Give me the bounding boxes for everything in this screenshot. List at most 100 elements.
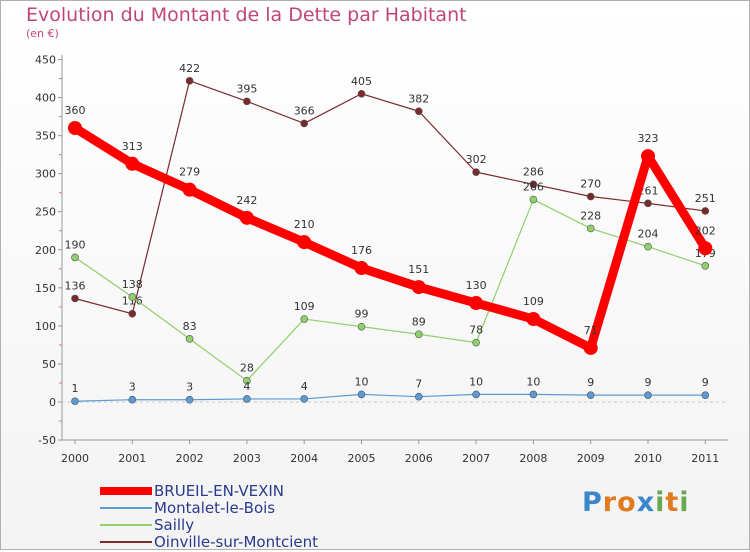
data-label: 109 <box>294 300 315 313</box>
data-point <box>185 395 194 404</box>
x-tick-label: 2009 <box>577 452 605 465</box>
chart-title: Evolution du Montant de la Dette par Hab… <box>26 4 467 26</box>
y-tick-label: 100 <box>35 320 56 333</box>
data-point <box>300 315 309 323</box>
data-point <box>357 89 366 98</box>
data-point <box>472 338 480 347</box>
data-label: 9 <box>645 376 652 389</box>
data-point <box>182 182 197 197</box>
data-label: 366 <box>294 104 315 117</box>
data-point <box>357 390 366 399</box>
data-label: 89 <box>412 315 426 328</box>
legend-swatch-montalet <box>100 507 152 509</box>
data-label: 71 <box>584 324 598 337</box>
y-tick-label: 150 <box>35 282 56 295</box>
x-tick-label: 2003 <box>233 452 261 465</box>
data-label: 151 <box>408 263 429 276</box>
x-tick-label: 2001 <box>118 452 146 465</box>
x-tick-label: 2006 <box>405 452 433 465</box>
logo-letter: r <box>602 487 618 518</box>
data-label: 3 <box>186 381 193 394</box>
data-point <box>297 235 312 250</box>
data-label: 360 <box>65 104 86 117</box>
data-label: 176 <box>351 244 372 257</box>
series-line <box>70 123 710 353</box>
x-tick-label: 2008 <box>519 452 547 465</box>
data-point <box>414 107 423 116</box>
data-label: 395 <box>236 82 257 95</box>
data-point <box>701 391 710 399</box>
data-point <box>185 77 194 85</box>
data-label: 251 <box>695 192 716 205</box>
x-tick-label: 2005 <box>348 452 376 465</box>
data-label: 7 <box>415 378 422 391</box>
data-point <box>586 391 595 399</box>
legend-label-brueil: BRUEIL-EN-VEXIN <box>154 482 284 500</box>
data-label: 116 <box>122 295 143 308</box>
data-point <box>701 261 710 270</box>
data-label: 204 <box>638 228 659 241</box>
data-point <box>185 335 194 343</box>
data-point <box>644 391 652 399</box>
data-point <box>586 192 595 201</box>
legend-label-oinville: Oinville-sur-Montcient <box>154 533 318 551</box>
chart-unit-label: (en €) <box>26 27 59 40</box>
y-tick-label: 200 <box>35 244 56 257</box>
series-line <box>74 80 706 315</box>
logo-letter: i <box>655 487 666 518</box>
proxiti-logo: Proxiti <box>582 487 690 518</box>
data-point <box>414 330 423 339</box>
data-label: 10 <box>355 375 369 388</box>
x-tick-label: 2004 <box>290 452 318 465</box>
data-point <box>354 261 369 276</box>
data-label: 130 <box>466 279 487 292</box>
data-point <box>243 376 251 385</box>
data-label: 3 <box>129 381 136 394</box>
legend-label-montalet: Montalet-le-Bois <box>154 499 276 517</box>
data-point <box>583 340 598 355</box>
data-label: 266 <box>523 181 544 194</box>
data-label: 9 <box>587 376 594 389</box>
data-point <box>641 149 655 164</box>
y-tick-label: 50 <box>42 358 56 371</box>
data-point <box>357 322 366 331</box>
data-point <box>71 397 79 406</box>
legend-swatch-sailly <box>100 524 152 526</box>
data-point <box>414 392 423 401</box>
data-point <box>243 395 251 403</box>
data-point <box>472 390 480 399</box>
data-point <box>300 119 309 128</box>
data-point <box>71 253 79 262</box>
data-label: 78 <box>469 324 483 337</box>
data-point <box>644 199 652 208</box>
series-line <box>74 393 706 402</box>
logo-letter: t <box>665 487 680 518</box>
data-label: 286 <box>523 165 544 178</box>
data-point <box>125 156 140 171</box>
y-tick-label: 350 <box>35 130 56 143</box>
data-point <box>411 280 426 295</box>
x-tick-label: 2010 <box>634 452 662 465</box>
data-label: 10 <box>469 375 483 388</box>
series-line <box>74 198 706 382</box>
data-label: 279 <box>179 166 200 179</box>
data-point <box>644 242 652 251</box>
y-tick-label: -50 <box>38 434 56 447</box>
y-tick-label: 300 <box>35 168 56 181</box>
data-label: 382 <box>408 92 429 105</box>
data-point <box>128 309 137 318</box>
data-label: 99 <box>355 308 369 321</box>
data-label: 270 <box>580 178 601 191</box>
y-tick-label: 0 <box>49 396 56 409</box>
data-label: 138 <box>122 278 143 291</box>
legend-swatch-oinville <box>100 541 152 543</box>
legend-swatch-brueil <box>100 487 152 495</box>
data-label: 4 <box>243 380 250 393</box>
data-label: 202 <box>695 224 716 237</box>
y-tick-label: 400 <box>35 92 56 105</box>
x-tick-label: 2011 <box>691 452 719 465</box>
data-label: 10 <box>526 375 540 388</box>
y-tick-label: 250 <box>35 206 56 219</box>
data-point <box>128 395 137 404</box>
x-tick-label: 2007 <box>462 452 490 465</box>
